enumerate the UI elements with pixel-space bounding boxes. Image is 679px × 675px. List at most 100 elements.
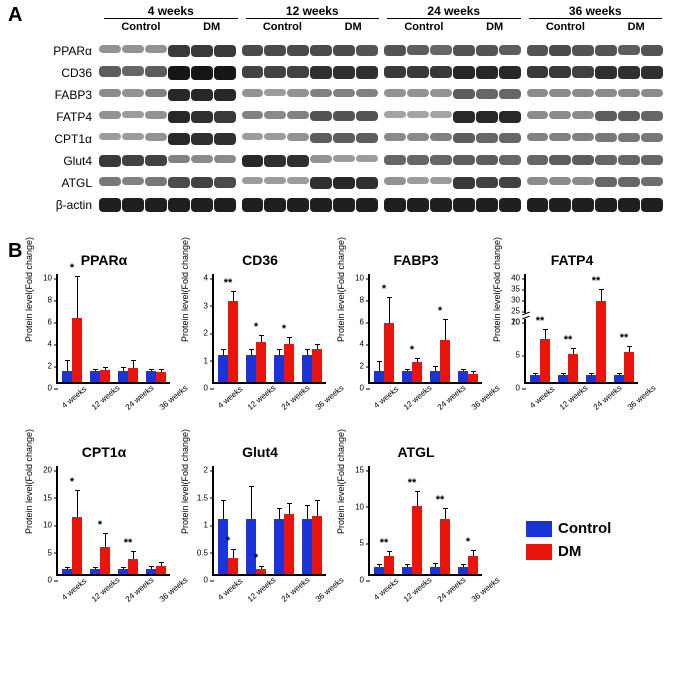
wb-band	[384, 133, 406, 141]
bar-group: **	[114, 466, 142, 574]
bar-group: *	[454, 466, 482, 574]
legend: Control DM	[526, 520, 646, 566]
wb-band	[191, 133, 213, 145]
wb-timepoint: 4 weeksControlDM	[100, 4, 242, 40]
bar-chart: FATP4Protein level(Fold change)********0…	[498, 252, 646, 432]
wb-band	[99, 111, 121, 119]
wb-band	[549, 133, 571, 142]
bar-dm	[284, 514, 294, 575]
bar-control	[218, 355, 228, 383]
bar-control	[62, 569, 72, 575]
chart-xlabel: 36 weeks	[314, 575, 346, 604]
wb-band	[99, 177, 121, 186]
chart-title: FABP3	[342, 252, 490, 270]
chart-title: ATGL	[342, 444, 490, 462]
wb-band	[453, 66, 475, 79]
wb-band	[310, 198, 332, 211]
bar-dm	[384, 323, 394, 382]
bar-control	[118, 569, 128, 575]
wb-band	[356, 155, 378, 163]
wb-band	[333, 177, 355, 190]
wb-band	[641, 177, 663, 187]
legend-dm: DM	[526, 543, 646, 560]
bar-dm	[440, 340, 450, 382]
significance-marker: **	[436, 494, 445, 506]
wb-band	[99, 45, 121, 53]
wb-band	[333, 198, 355, 211]
bar-group	[114, 274, 142, 382]
wb-band	[310, 111, 332, 122]
bar-group	[454, 274, 482, 382]
bar-dm	[440, 519, 450, 574]
wb-band	[527, 111, 549, 119]
chart-xlabel: 24 weeks	[436, 575, 468, 604]
wb-band	[99, 89, 121, 97]
wb-band	[595, 155, 617, 165]
bar-group: *	[58, 274, 86, 382]
wb-band	[407, 133, 429, 141]
wb-band	[641, 155, 663, 165]
wb-band	[476, 66, 498, 79]
wb-band	[595, 111, 617, 121]
wb-band	[572, 177, 594, 185]
wb-band	[476, 177, 498, 189]
legend-swatch-dm	[526, 544, 552, 560]
bar-group: **	[370, 466, 398, 574]
wb-condition-label: Control	[263, 21, 302, 33]
wb-band	[384, 155, 406, 165]
bar-group: **	[426, 466, 454, 574]
chart-ylabel: Protein level(Fold change)	[336, 429, 346, 534]
bar-control	[402, 371, 412, 382]
wb-band	[333, 133, 355, 143]
wb-band	[242, 89, 264, 97]
wb-band	[572, 133, 594, 142]
wb-band	[527, 155, 549, 165]
wb-band	[333, 111, 355, 122]
chart-plot: *	[56, 274, 170, 384]
wb-band	[145, 155, 167, 167]
wb-band	[145, 66, 167, 76]
bar-dm	[256, 569, 266, 575]
bar-group	[142, 274, 170, 382]
wb-band	[549, 66, 571, 78]
wb-band	[499, 133, 521, 143]
wb-band	[214, 89, 236, 102]
wb-band	[214, 45, 236, 57]
wb-band	[214, 66, 236, 80]
wb-band	[333, 66, 355, 78]
bar-chart: Glut4Protein level(Fold change)**00.511.…	[186, 444, 334, 624]
bar-control	[274, 355, 284, 383]
wb-band	[168, 133, 190, 146]
chart-xlabel: 12 weeks	[90, 575, 122, 604]
wb-band	[499, 198, 521, 211]
wb-band	[242, 45, 264, 56]
wb-band	[310, 66, 332, 78]
chart-xlabel: 12 weeks	[558, 383, 590, 412]
wb-band	[168, 155, 190, 164]
wb-band	[99, 155, 121, 167]
wb-band	[430, 177, 452, 185]
chart-xlabel: 36 weeks	[158, 383, 190, 412]
wb-band	[430, 133, 452, 142]
wb-band	[527, 45, 549, 56]
wb-band	[145, 111, 167, 119]
bar-dm	[568, 354, 578, 382]
wb-band	[168, 66, 190, 80]
legend-control: Control	[526, 520, 646, 537]
wb-band	[264, 177, 286, 185]
wb-band	[549, 45, 571, 56]
wb-band	[618, 111, 640, 121]
wb-protein-label: ATGL	[36, 176, 96, 190]
wb-band	[641, 45, 663, 56]
significance-marker: **	[620, 332, 629, 344]
wb-band	[356, 133, 378, 143]
chart-xlabel: 36 weeks	[158, 575, 190, 604]
wb-band	[407, 155, 429, 165]
chart-plot: ****	[56, 466, 170, 576]
western-blot-header: 4 weeksControlDM12 weeksControlDM24 week…	[100, 4, 666, 40]
bar-chart: ATGLProtein level(Fold change)*******051…	[342, 444, 490, 624]
wb-condition-label: DM	[345, 21, 362, 33]
bar-dm	[228, 558, 238, 575]
bar-group	[86, 274, 114, 382]
wb-protein-label: FABP3	[36, 88, 96, 102]
